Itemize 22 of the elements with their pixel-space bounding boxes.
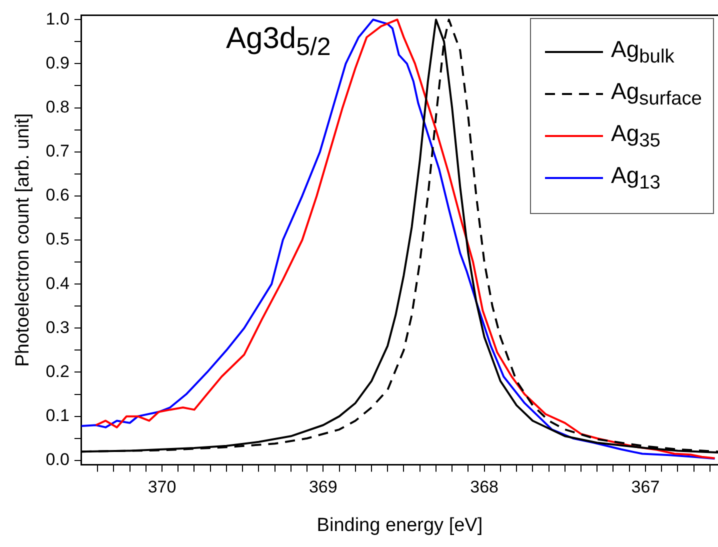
legend-label: Ag$_{13}$ <box>611 162 660 194</box>
x-tick-label: 367 <box>631 478 660 497</box>
y-tick-label: 0.4 <box>46 274 70 293</box>
y-tick-label: 0.7 <box>46 142 70 161</box>
annotation: Ag3d$_{5/2}$ <box>226 22 331 62</box>
legend-label: Ag$_{35}$ <box>611 120 660 152</box>
y-tick-label: 0.6 <box>46 186 70 205</box>
x-tick-label: 369 <box>308 478 338 497</box>
y-tick-label: 0.2 <box>46 362 70 381</box>
legend-label: Ag$_{surface}$ <box>611 78 702 110</box>
y-tick-label: 0.3 <box>46 318 70 337</box>
x-tick-label: 370 <box>148 478 176 497</box>
y-tick-label: 0.5 <box>46 230 70 249</box>
y-tick-label: 0.8 <box>46 97 70 116</box>
y-axis-title: Photoelectron count [arb. unit] <box>12 113 34 367</box>
y-tick-label: 0.9 <box>46 53 70 72</box>
y-tick-label: 0.0 <box>46 450 70 470</box>
x-axis-title: Binding energy [eV] <box>316 514 483 536</box>
y-tick-label: 1.0 <box>46 9 70 28</box>
x-tick-label: 368 <box>470 478 499 497</box>
y-tick-label: 0.1 <box>46 406 70 425</box>
legend-label: Ag$_{bulk}$ <box>611 36 674 68</box>
